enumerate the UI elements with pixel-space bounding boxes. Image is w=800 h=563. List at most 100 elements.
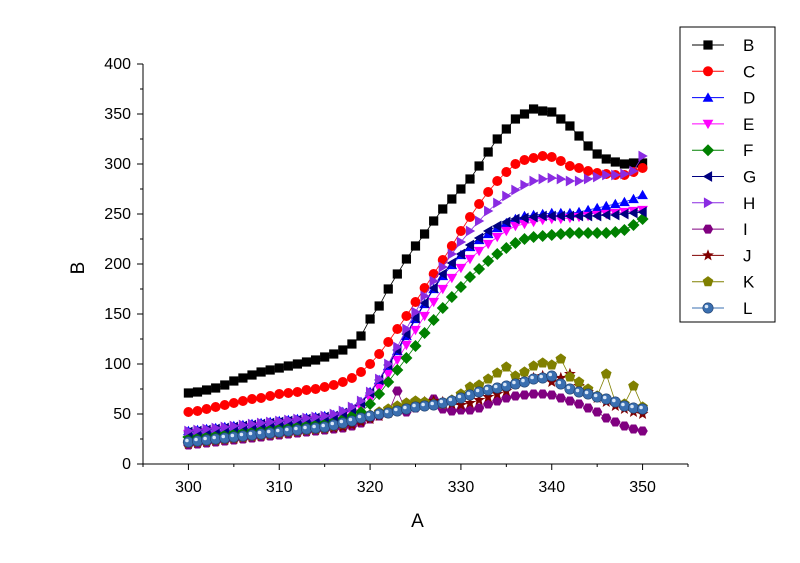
data-point-B [565, 121, 575, 131]
ball-marker-highlight [257, 430, 262, 435]
legend-label: F [743, 141, 753, 160]
data-point-H [574, 175, 585, 187]
ball-marker-highlight [194, 437, 198, 442]
data-point-E [455, 263, 467, 274]
ball-marker-body [391, 405, 403, 417]
legend-marker [702, 224, 714, 234]
data-point-K [537, 357, 548, 368]
data-point-L [291, 424, 303, 436]
data-point-B [220, 380, 230, 390]
data-point-H [229, 420, 240, 432]
ball-marker-highlight [621, 402, 625, 407]
data-point-C [228, 398, 239, 408]
data-point-B [637, 158, 648, 168]
ball-marker-highlight [493, 384, 498, 389]
data-point-D [637, 189, 648, 200]
ball-marker-body [627, 402, 639, 414]
ball-marker-highlight [312, 424, 316, 429]
data-point-E [500, 226, 512, 237]
data-point-C [265, 391, 276, 401]
ball-marker-highlight [248, 431, 253, 436]
data-point-E [410, 325, 421, 336]
ball-marker-body [555, 378, 567, 390]
data-point-F [464, 271, 476, 283]
data-point-H [247, 418, 258, 430]
data-point-C [346, 373, 357, 383]
data-point-K [482, 373, 494, 384]
data-point-C [374, 349, 385, 359]
data-point-B [365, 314, 375, 324]
data-point-C [483, 187, 494, 197]
data-point-I [537, 389, 548, 399]
data-point-G [437, 268, 447, 280]
ball-marker-body [528, 373, 540, 385]
data-point-H [547, 172, 557, 184]
data-point-G [492, 220, 502, 232]
data-point-G [564, 210, 575, 222]
data-point-H [411, 306, 421, 318]
data-point-B [510, 114, 521, 124]
ball-marker-highlight [384, 409, 389, 414]
legend-marker [702, 92, 714, 102]
data-point-B [320, 352, 330, 362]
data-point-G [464, 239, 475, 251]
data-point-L [609, 396, 621, 408]
data-point-H [429, 275, 439, 287]
data-point-H [375, 373, 385, 385]
data-point-C [392, 324, 403, 334]
ball-marker-highlight [512, 380, 516, 385]
ball-marker-highlight [575, 388, 580, 393]
ball-marker-highlight [521, 378, 525, 383]
x-tick-label: 300 [175, 479, 202, 496]
ball-marker-highlight [348, 417, 353, 422]
data-point-B [201, 385, 212, 395]
ball-marker-highlight [403, 405, 407, 410]
ball-marker-highlight [475, 388, 480, 393]
data-point-H [620, 168, 630, 180]
legend-marker [702, 302, 714, 314]
data-point-H [538, 173, 548, 185]
data-point-G [619, 208, 629, 220]
data-point-K [473, 379, 485, 390]
data-point-L [237, 430, 249, 442]
data-point-B [338, 345, 348, 355]
data-point-D [591, 202, 603, 213]
data-point-L [391, 405, 403, 417]
ball-marker-highlight [639, 405, 643, 410]
data-point-F [373, 388, 386, 400]
data-point-I [482, 399, 494, 409]
data-point-H [438, 261, 448, 273]
data-point-L [310, 422, 322, 434]
data-point-L [482, 384, 494, 396]
data-point-J [464, 396, 476, 409]
legend-entry-L: L [692, 299, 752, 318]
y-axis-label: B [68, 262, 89, 275]
ball-marker-body [210, 433, 222, 445]
data-point-E [437, 284, 449, 295]
data-point-H [565, 175, 576, 187]
data-point-G [401, 328, 411, 340]
data-point-L [491, 382, 503, 394]
data-point-F [409, 340, 422, 352]
data-point-L [337, 417, 349, 429]
data-point-C [310, 384, 321, 394]
data-point-H [638, 150, 648, 162]
ball-marker-highlight [366, 412, 371, 417]
legend-entry-E: E [692, 115, 754, 134]
data-point-B [556, 114, 566, 124]
data-point-B [465, 174, 475, 184]
y-tick-label: 400 [104, 56, 131, 73]
data-point-G [482, 225, 493, 237]
data-point-D [609, 198, 621, 209]
legend-marker [702, 171, 713, 182]
ball-marker-highlight [230, 433, 235, 438]
data-point-L [282, 425, 294, 437]
ball-marker-body [618, 400, 630, 412]
legend-label: B [743, 36, 754, 55]
data-point-H [502, 190, 512, 202]
data-point-C [564, 161, 575, 171]
data-point-C [474, 199, 485, 209]
data-point-H [420, 290, 430, 302]
ball-marker-highlight [430, 401, 434, 406]
